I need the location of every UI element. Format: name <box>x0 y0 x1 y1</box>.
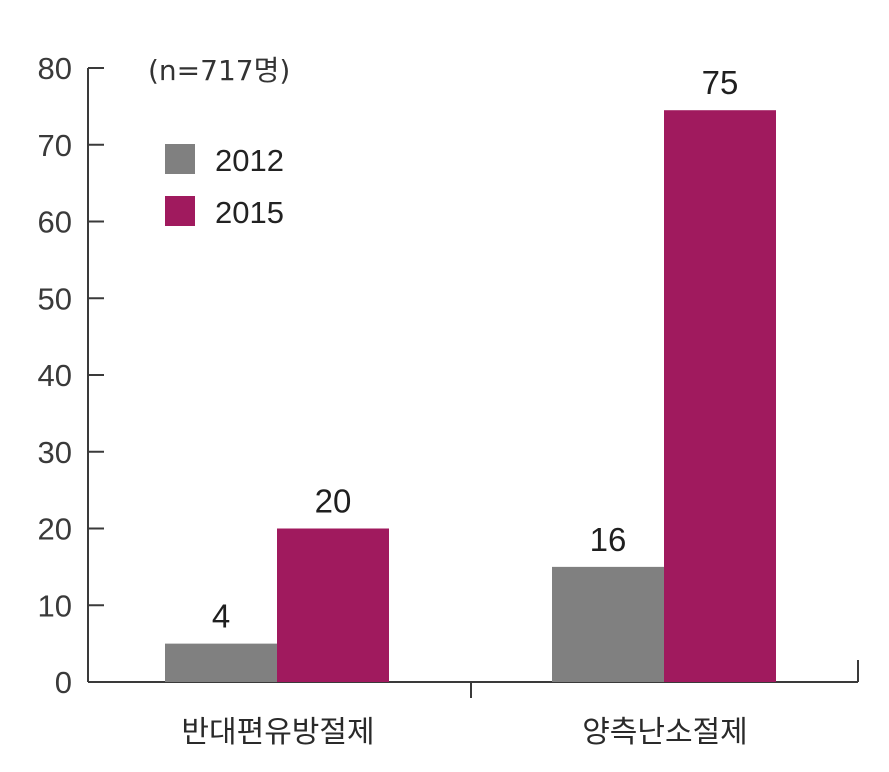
y-axis-ticks: 0 10 20 30 40 50 60 70 80 <box>38 51 104 700</box>
legend-swatch-2012 <box>165 144 195 174</box>
category-label-1: 반대편유방절제 <box>181 715 374 750</box>
legend-label-2015: 2015 <box>215 195 284 230</box>
y-tick-label: 0 <box>55 665 72 700</box>
legend-swatch-2015 <box>165 196 195 226</box>
y-tick-label: 70 <box>38 128 72 163</box>
y-tick-label: 80 <box>38 51 72 86</box>
data-label-2012-1: 4 <box>212 598 230 635</box>
data-label-2015-1: 20 <box>315 483 352 520</box>
data-labels-group: 4 20 16 75 <box>212 64 739 634</box>
bar-2012-2 <box>552 566 664 682</box>
bars-group <box>165 110 776 682</box>
y-tick-label: 60 <box>38 205 72 240</box>
y-tick-label: 20 <box>38 512 72 547</box>
bar-2012-1 <box>165 643 277 682</box>
legend: 2012 2015 <box>165 143 284 230</box>
data-label-2015-2: 75 <box>702 64 739 101</box>
y-tick-label: 50 <box>38 281 72 316</box>
bar-2015-2 <box>664 110 776 682</box>
y-tick-label: 30 <box>38 435 72 470</box>
legend-label-2012: 2012 <box>215 143 284 178</box>
y-tick-label: 10 <box>38 588 72 623</box>
bar-2015-1 <box>277 528 389 682</box>
sample-size-note: (n=717명) <box>148 54 290 87</box>
data-label-2012-2: 16 <box>590 521 627 558</box>
category-label-2: 양측난소절제 <box>582 715 748 750</box>
category-labels-group: 반대편유방절제 양측난소절제 <box>181 715 747 750</box>
y-tick-label: 40 <box>38 358 72 393</box>
